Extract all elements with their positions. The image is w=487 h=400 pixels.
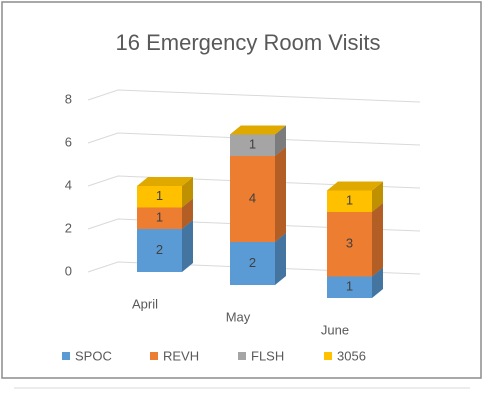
bar-top — [327, 181, 383, 191]
grid-line — [87, 89, 421, 103]
y-tick-label: 4 — [65, 177, 72, 192]
bar-side — [372, 181, 383, 212]
data-label: 1 — [346, 279, 353, 294]
bar-segment — [327, 212, 372, 277]
bar-top — [230, 125, 286, 135]
x-tick-label: May — [226, 309, 251, 324]
bar-side — [372, 203, 383, 277]
bar-segment — [327, 276, 372, 298]
y-tick-label: 0 — [65, 263, 72, 278]
bar-side — [275, 233, 286, 285]
bar-segment — [230, 134, 275, 156]
y-tick-label: 2 — [65, 220, 72, 235]
x-tick-label: April — [132, 296, 158, 311]
legend-label: REVH — [163, 348, 199, 363]
chart-title: 16 Emergency Room Visits — [116, 30, 381, 55]
legend-label: 3056 — [337, 348, 366, 363]
data-label: 2 — [156, 242, 163, 257]
data-label: 2 — [249, 255, 256, 270]
bar-top — [137, 177, 193, 186]
data-label: 4 — [249, 190, 256, 205]
bar-segment — [230, 156, 275, 242]
data-label: 3 — [346, 236, 353, 251]
bar-segment — [137, 186, 182, 208]
data-label: 1 — [346, 193, 353, 208]
bar-segment — [137, 229, 182, 272]
grid-line — [87, 175, 421, 189]
data-label: 1 — [156, 210, 163, 225]
legend-label: FLSH — [251, 348, 284, 363]
grid-line — [87, 218, 421, 232]
bar-side — [182, 220, 193, 272]
data-label: 1 — [249, 137, 256, 152]
x-tick-label: June — [321, 322, 349, 337]
legend-swatch — [324, 352, 332, 360]
bar-segment — [327, 190, 372, 212]
bar-segment — [230, 242, 275, 285]
y-tick-label: 8 — [65, 91, 72, 106]
bar-side — [372, 267, 383, 298]
bar-side — [182, 177, 193, 208]
legend-swatch — [150, 352, 158, 360]
bar-side — [182, 198, 193, 229]
bar-side — [275, 147, 286, 242]
legend-swatch — [238, 352, 246, 360]
data-label: 1 — [156, 188, 163, 203]
legend-swatch — [62, 352, 70, 360]
bar-segment — [137, 207, 182, 229]
bar-side — [275, 125, 286, 156]
legend-label: SPOC — [75, 348, 112, 363]
y-tick-label: 6 — [65, 134, 72, 149]
grid-line — [87, 132, 421, 146]
grid-line — [87, 261, 421, 275]
